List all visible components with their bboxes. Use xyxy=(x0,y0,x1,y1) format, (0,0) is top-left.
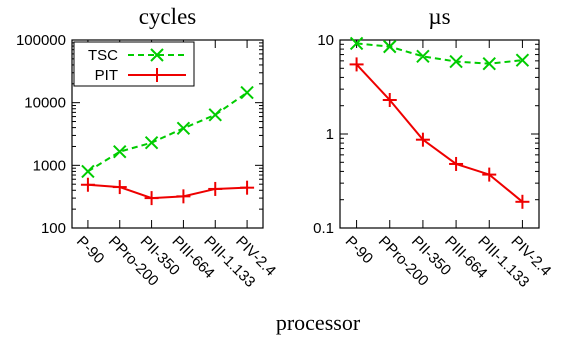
point-marker-x xyxy=(150,48,164,62)
data-point xyxy=(382,92,397,107)
chart-title: µs xyxy=(428,4,450,29)
data-point xyxy=(176,121,191,136)
data-point xyxy=(176,189,191,204)
data-point xyxy=(349,57,364,72)
legend: TSC PIT xyxy=(73,41,195,87)
data-point xyxy=(208,108,222,122)
figure-x-axis-label: processor xyxy=(276,310,361,335)
point-marker-x xyxy=(449,54,463,69)
plot-frame xyxy=(71,39,264,229)
data-point xyxy=(416,49,430,64)
legend-label: PIT xyxy=(95,67,118,84)
data-point xyxy=(113,144,127,159)
panel-cycles: cycles100100010000100000P-90PPro-200PII-… xyxy=(16,4,279,291)
y-tick-label: 1 xyxy=(326,126,334,143)
data-point xyxy=(349,36,364,51)
panel-microseconds: µs0.1110P-90PPro-200PII-350PIII-664PIII-… xyxy=(313,4,554,291)
data-point xyxy=(208,181,223,196)
data-point xyxy=(449,54,463,69)
y-tick-label: 100000 xyxy=(16,32,66,49)
data-point xyxy=(415,132,430,147)
data-point xyxy=(482,167,497,182)
point-marker-x xyxy=(482,56,496,71)
series-tsc xyxy=(349,36,530,71)
series-pit xyxy=(349,57,530,209)
series-tsc xyxy=(81,85,254,179)
data-point xyxy=(515,194,530,209)
y-tick-label: 10 xyxy=(317,32,334,49)
data-point xyxy=(80,177,95,192)
y-tick-label: 1000 xyxy=(33,157,66,174)
point-marker-x xyxy=(81,164,95,179)
point-marker-x xyxy=(383,39,397,54)
data-point xyxy=(240,180,255,195)
x-tick-label: P-90 xyxy=(73,233,107,267)
legend-label: TSC xyxy=(88,47,118,64)
data-point xyxy=(240,85,254,100)
data-point xyxy=(81,164,95,179)
point-marker-x xyxy=(113,144,127,159)
x-tick-label: P-90 xyxy=(342,233,376,267)
data-point xyxy=(112,180,127,195)
chart-title: cycles xyxy=(139,4,197,29)
series-line-tsc xyxy=(356,42,523,65)
point-marker-x xyxy=(416,49,430,64)
series-line-tsc xyxy=(87,91,248,173)
point-marker-x xyxy=(176,121,191,136)
data-point xyxy=(515,53,530,67)
series-line-pit xyxy=(87,183,248,200)
data-point xyxy=(383,39,397,54)
point-marker-x xyxy=(208,108,222,122)
y-tick-label: 10000 xyxy=(24,95,66,112)
plot-frame xyxy=(339,39,540,229)
series-pit xyxy=(80,177,255,206)
data-point xyxy=(144,191,159,206)
data-point xyxy=(482,56,496,71)
point-marker-x xyxy=(349,36,364,51)
y-tick-label: 0.1 xyxy=(313,220,334,237)
data-point xyxy=(144,135,159,150)
point-marker-x xyxy=(240,85,254,100)
point-marker-x xyxy=(515,53,530,67)
legend-box xyxy=(73,41,195,87)
series-line-pit xyxy=(355,63,524,203)
y-tick-label: 100 xyxy=(41,220,66,237)
point-marker-x xyxy=(144,135,159,150)
data-point xyxy=(449,156,464,171)
